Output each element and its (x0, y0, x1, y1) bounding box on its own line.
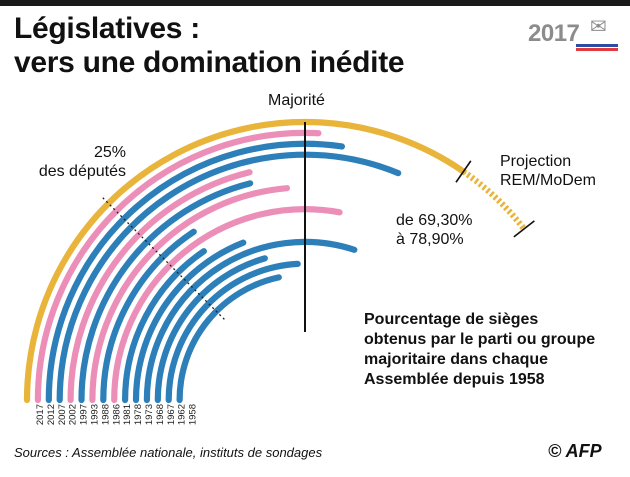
projection-range-arc (461, 169, 527, 231)
year-label-2007: 2007 (57, 404, 68, 425)
projection-tick-high (513, 220, 535, 238)
bar-1958 (176, 274, 282, 404)
year-label-2012: 2012 (46, 404, 57, 425)
bar-1997 (67, 169, 253, 404)
projection-label-line-2: REM/MoDem (500, 172, 597, 189)
description-line-4: Assemblée depuis 1958 (364, 371, 545, 388)
year-label-2017: 2017 (35, 404, 46, 425)
majority-label: Majorité (268, 92, 325, 109)
source-note: Sources : Assemblée nationale, instituts… (14, 445, 323, 460)
bar-1968 (143, 238, 358, 404)
bar-1981 (111, 206, 343, 404)
year-label-1968: 1968 (155, 404, 166, 425)
quarter-annotation-text: des députés (38, 163, 126, 180)
year-label-1962: 1962 (177, 404, 188, 425)
projection-range: de 69,30% à 78,90% (396, 211, 473, 249)
bar-1973 (132, 239, 247, 404)
bar-2007 (45, 140, 345, 404)
badge-year: 2017 (528, 20, 580, 47)
quarter-annotation-value: 25% (93, 144, 126, 161)
projection-tick-low (455, 160, 472, 183)
year-label-1993: 1993 (90, 404, 101, 425)
quarter-guide-line (102, 197, 226, 321)
page-title: Législatives : vers une domination inédi… (14, 12, 405, 80)
bar-1988 (89, 185, 291, 404)
year-label-1967: 1967 (166, 404, 177, 425)
year-label-1958: 1958 (188, 404, 199, 425)
description-line-3: majoritaire dans chaque (364, 351, 549, 368)
title-line-2: vers une domination inédite (14, 46, 405, 79)
bar-1993 (78, 180, 254, 404)
bar-2012 (34, 129, 322, 404)
afp-credit: © AFP (548, 441, 602, 461)
bar-1962 (165, 260, 301, 404)
quarter-annotation: 25% des députés (22, 143, 126, 181)
projection-range-line-1: de 69,30% (396, 212, 473, 229)
year-label-1978: 1978 (133, 404, 144, 425)
projection-label: Projection REM/MoDem (500, 152, 596, 190)
year-label-1986: 1986 (111, 404, 122, 425)
bar-1967 (154, 255, 268, 404)
top-bar (0, 0, 630, 6)
description-line-2: obtenus par le parti ou groupe (364, 331, 596, 348)
flag-blue-stripe (576, 44, 618, 47)
flag-red-stripe (576, 48, 618, 51)
projection-range-line-2: à 78,90% (396, 231, 464, 248)
year-label-2002: 2002 (68, 404, 79, 425)
bar-1986 (100, 228, 197, 404)
year-label-1988: 1988 (100, 404, 111, 425)
description-line-1: Pourcentage de sièges (364, 311, 539, 328)
chart-description: Pourcentage de sièges obtenus par le par… (364, 310, 595, 390)
projection-label-line-1: Projection (500, 153, 572, 170)
bar-2017 (23, 118, 467, 404)
title-line-1: Législatives : (14, 12, 200, 45)
election-badge: 2017 ✉ (528, 14, 620, 54)
year-label-1981: 1981 (122, 404, 133, 425)
ballot-envelope-icon: ✉ (590, 16, 607, 38)
year-label-1973: 1973 (144, 404, 155, 425)
bar-2002 (56, 151, 402, 404)
bar-1978 (122, 248, 207, 404)
year-label-1997: 1997 (79, 404, 90, 425)
